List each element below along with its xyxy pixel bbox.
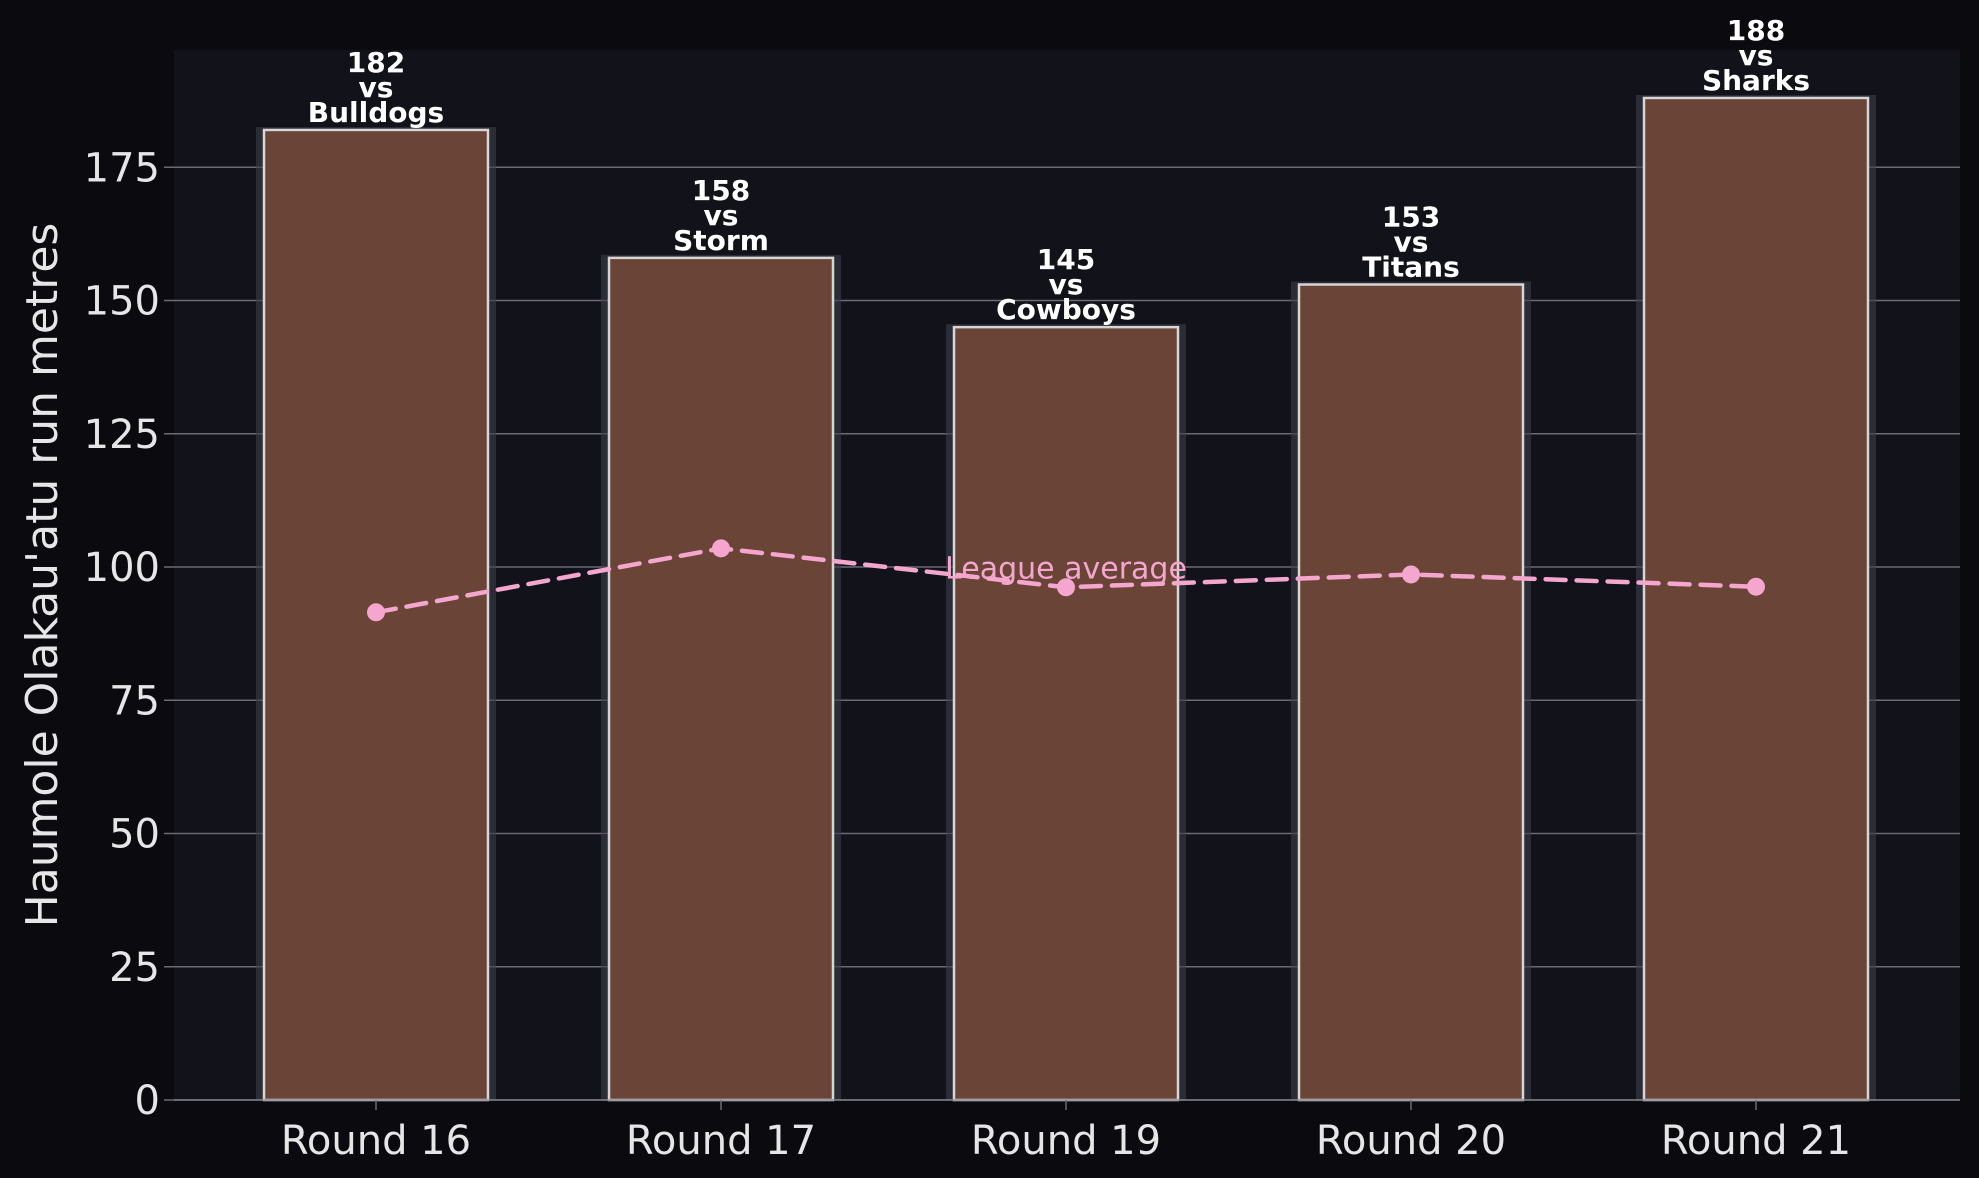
league-average-point	[367, 603, 385, 622]
x-tick-label: Round 17	[626, 1118, 816, 1164]
bar-value-label: 182	[347, 46, 405, 79]
league-average-line: League average	[367, 539, 1765, 622]
y-axis-label: Haumole Olakau'atu run metres	[17, 223, 68, 928]
league-average-point	[1057, 578, 1075, 597]
x-tick-label: Round 19	[971, 1118, 1161, 1164]
bar-vs-label: vs	[359, 71, 394, 104]
league-average-label: League average	[945, 551, 1187, 586]
bar	[952, 325, 1180, 1102]
bar-opponent-label: Storm	[673, 224, 769, 257]
y-tick-label: 100	[84, 545, 160, 591]
bar-opponent-label: Titans	[1362, 251, 1460, 284]
bar-opponent-label: Sharks	[1702, 64, 1810, 97]
bar	[1297, 283, 1525, 1102]
bar-vs-label: vs	[1394, 226, 1429, 259]
y-tick-label: 25	[109, 945, 160, 991]
axes: 0 25 50 75 100 125 150 175 Round 16 Round 17 Round…	[84, 145, 1960, 1164]
x-tick-label: Round 21	[1661, 1118, 1851, 1164]
bar-vs-label: vs	[704, 199, 739, 232]
bar	[607, 256, 835, 1102]
bar-labels: 182vsBulldogs158vsStorm145vsCowboys153vs…	[308, 14, 1810, 326]
league-average-point	[1747, 577, 1765, 596]
y-tick-label: 175	[84, 145, 160, 191]
bar-value-label: 145	[1037, 243, 1095, 276]
bar-opponent-label: Cowboys	[996, 293, 1136, 326]
y-tick-label: 0	[135, 1078, 160, 1124]
y-tick-label: 50	[109, 812, 160, 858]
y-tick-label: 75	[109, 678, 160, 724]
bar-value-label: 153	[1382, 201, 1440, 234]
bar-value-label: 158	[692, 174, 750, 207]
x-tick-label: Round 16	[281, 1118, 471, 1164]
bar	[1642, 96, 1870, 1102]
bar-vs-label: vs	[1049, 268, 1084, 301]
bar-value-label: 188	[1727, 14, 1785, 47]
bars	[256, 94, 1876, 1102]
x-tick-label: Round 20	[1316, 1118, 1506, 1164]
y-tick-label: 150	[84, 279, 160, 325]
y-tick-label: 125	[84, 412, 160, 458]
bar-opponent-label: Bulldogs	[308, 96, 444, 129]
league-average-point	[712, 539, 730, 558]
league-average-point	[1402, 565, 1420, 584]
bar-vs-label: vs	[1739, 39, 1774, 72]
